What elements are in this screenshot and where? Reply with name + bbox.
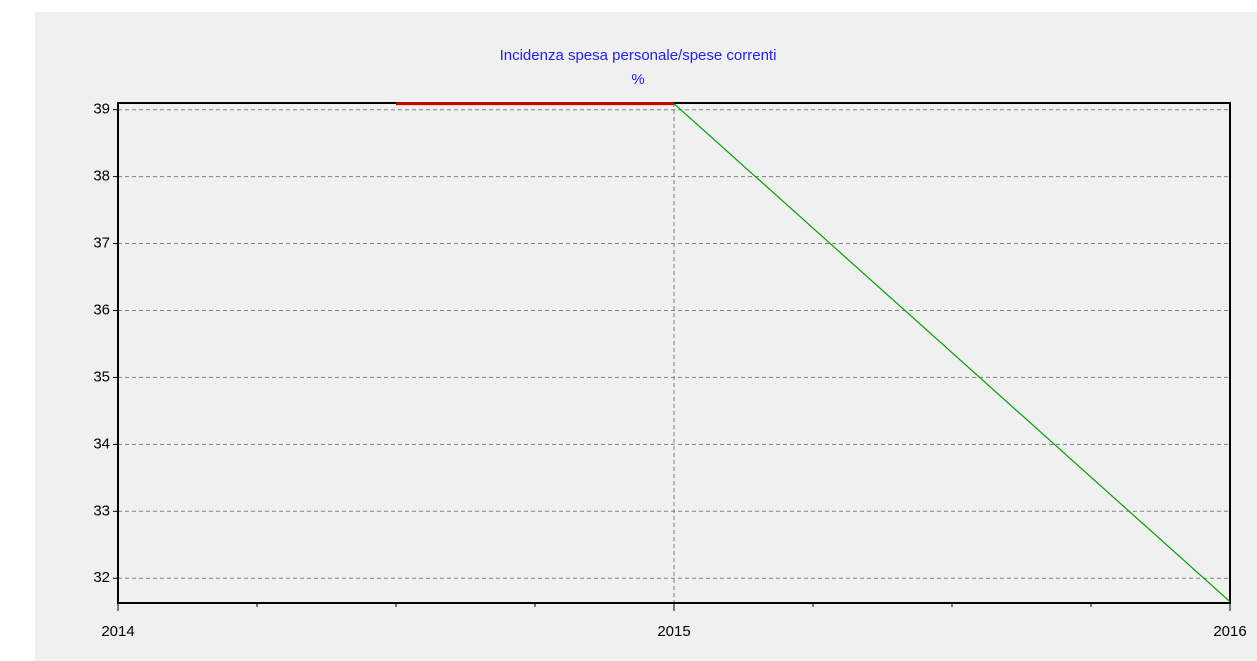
y-tick-label: 38 (93, 168, 110, 185)
x-tick-label: 2015 (657, 623, 690, 640)
line-series (673, 103, 1231, 603)
y-tick-label: 32 (93, 569, 110, 586)
chart-subtitle: % (631, 71, 644, 88)
y-tick-label: 36 (93, 301, 110, 318)
y-tick-label: 39 (93, 101, 110, 118)
chart-title: Incidenza spesa personale/spese correnti (500, 47, 777, 64)
panel (35, 12, 1257, 661)
y-tick-label: 37 (93, 235, 110, 252)
y-tick-label: 35 (93, 368, 110, 385)
x-tick-label: 2014 (101, 623, 134, 640)
y-tick-label: 33 (93, 502, 110, 519)
y-tick-label: 34 (93, 435, 110, 452)
x-tick-label: 2016 (1213, 623, 1246, 640)
